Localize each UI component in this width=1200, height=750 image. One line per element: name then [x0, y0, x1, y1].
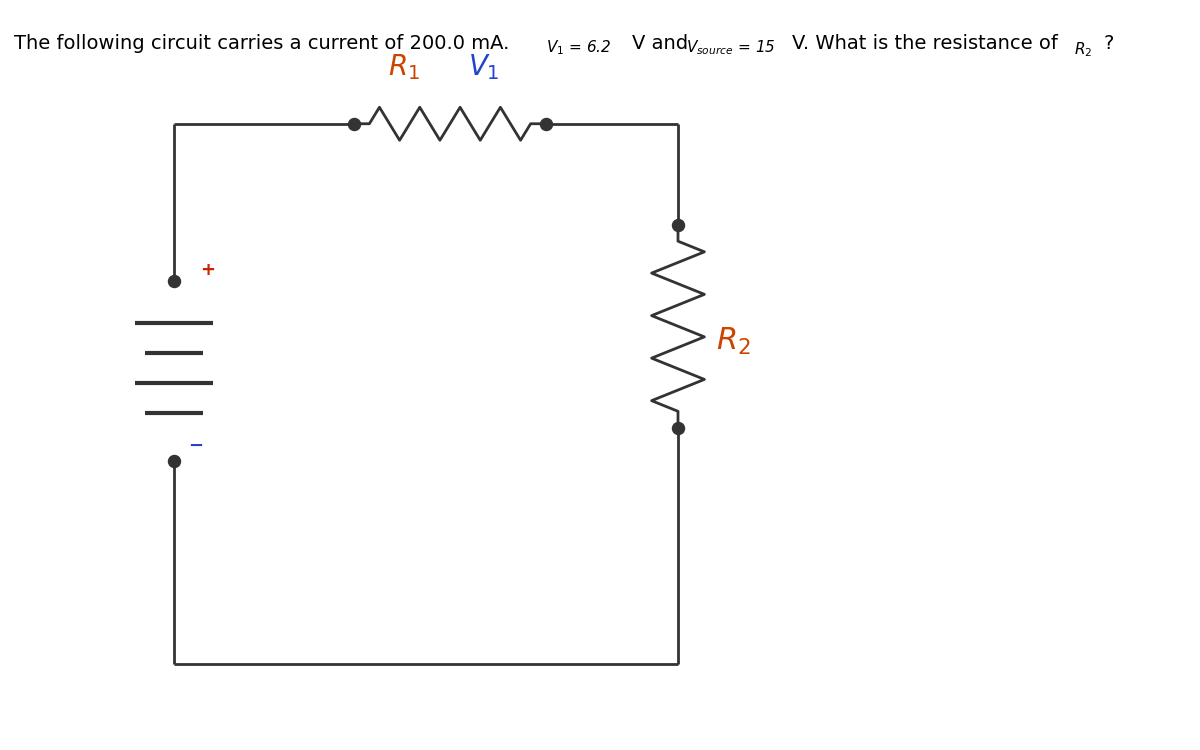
Point: [668, 219, 688, 231]
Text: $V_1$: $V_1$: [468, 53, 499, 82]
Text: +: +: [200, 261, 216, 279]
Text: $V_1$ = 6.2: $V_1$ = 6.2: [546, 38, 611, 57]
Point: [164, 275, 184, 287]
Point: [536, 118, 556, 130]
Text: V and: V and: [632, 34, 689, 53]
Text: The following circuit carries a current of 200.0 mA.: The following circuit carries a current …: [14, 34, 510, 53]
Text: ?: ?: [1104, 34, 1115, 53]
Text: $R_2$: $R_2$: [1074, 40, 1092, 58]
Text: $R_1$: $R_1$: [388, 53, 420, 82]
Text: V. What is the resistance of: V. What is the resistance of: [792, 34, 1058, 53]
Point: [344, 118, 364, 130]
Text: $V_{source}$ = 15: $V_{source}$ = 15: [686, 38, 776, 57]
Text: $R_2$: $R_2$: [716, 326, 751, 357]
Point: [164, 455, 184, 467]
Text: −: −: [188, 437, 204, 455]
Point: [668, 422, 688, 434]
